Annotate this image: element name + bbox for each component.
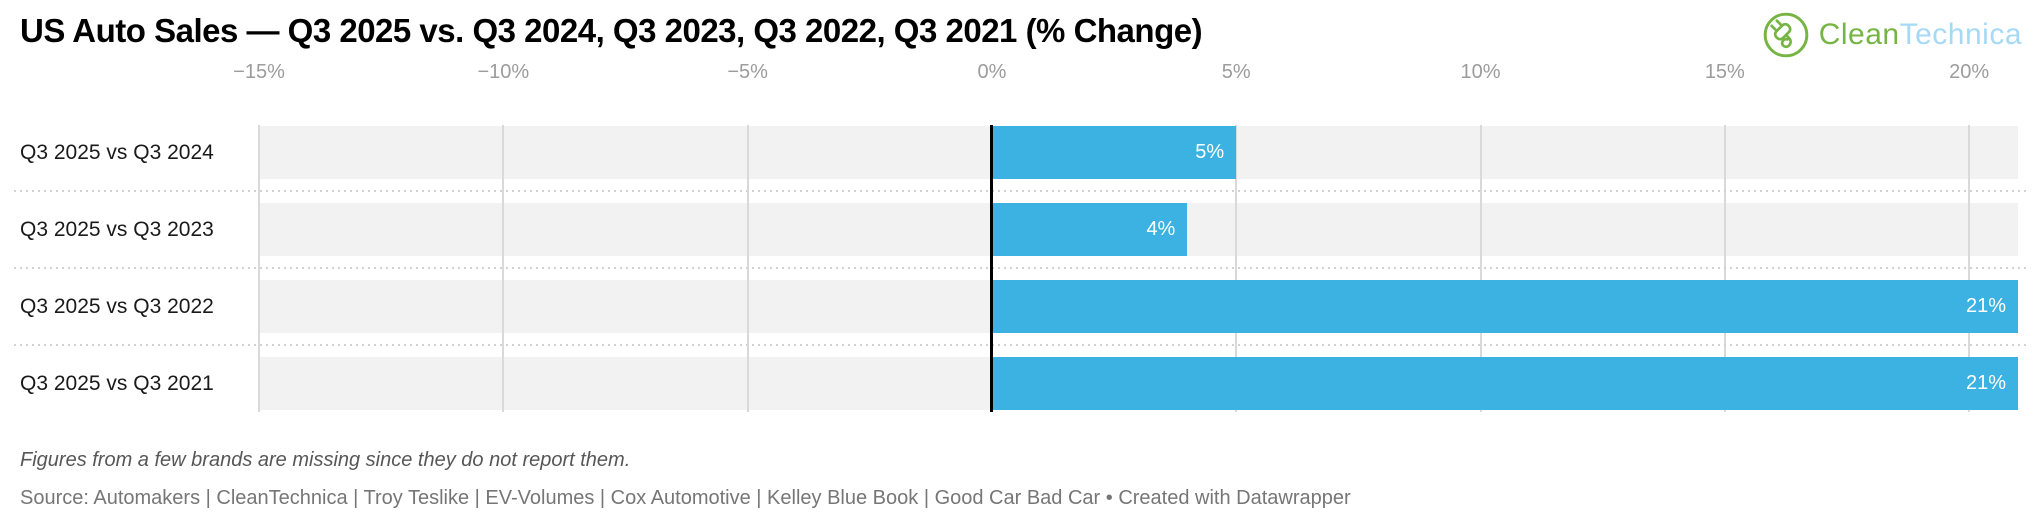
chart-source-line: Source: Automakers | CleanTechnica | Tro…	[20, 487, 1351, 509]
x-axis-tick-label: 10%	[1460, 61, 1501, 83]
bar[interactable]: 5%	[991, 126, 1237, 179]
x-axis-tick-label: −15%	[233, 61, 285, 83]
x-axis-tick-label: 20%	[1949, 61, 1990, 83]
chart-footnote: Figures from a few brands are missing si…	[20, 449, 631, 471]
row-label: Q3 2025 vs Q3 2021	[20, 371, 214, 395]
bar-value-label: 21%	[1965, 295, 2006, 317]
bar-value-label: 5%	[1195, 141, 1225, 163]
x-axis-tick-label: −5%	[727, 61, 768, 83]
row-label: Q3 2025 vs Q3 2023	[20, 217, 214, 241]
bar-value-label: 4%	[1146, 218, 1176, 240]
chart-title: US Auto Sales — Q3 2025 vs. Q3 2024, Q3 …	[20, 12, 1203, 49]
x-axis-tick-label: 15%	[1704, 61, 1745, 83]
x-axis-tick-label: 5%	[1221, 61, 1251, 83]
bar[interactable]: 4%	[991, 203, 1188, 256]
row-separator	[14, 267, 2030, 269]
bar-value-label: 21%	[1965, 372, 2006, 394]
row-label: Q3 2025 vs Q3 2022	[20, 294, 214, 318]
zero-baseline	[990, 125, 994, 412]
bar[interactable]: 21%	[991, 357, 2018, 410]
cleantechnica-wordmark: CleanTechnica	[1818, 18, 2022, 51]
cleantechnica-logo[interactable]: CleanTechnica	[1761, 10, 2022, 60]
row-label: Q3 2025 vs Q3 2024	[20, 140, 214, 164]
cleantechnica-plug-icon	[1761, 10, 1811, 60]
row-separator	[14, 190, 2030, 192]
bar[interactable]: 21%	[991, 280, 2018, 333]
row-separator	[14, 344, 2030, 346]
x-axis-tick-label: 0%	[977, 61, 1007, 83]
x-axis-tick-label: −10%	[477, 61, 530, 83]
